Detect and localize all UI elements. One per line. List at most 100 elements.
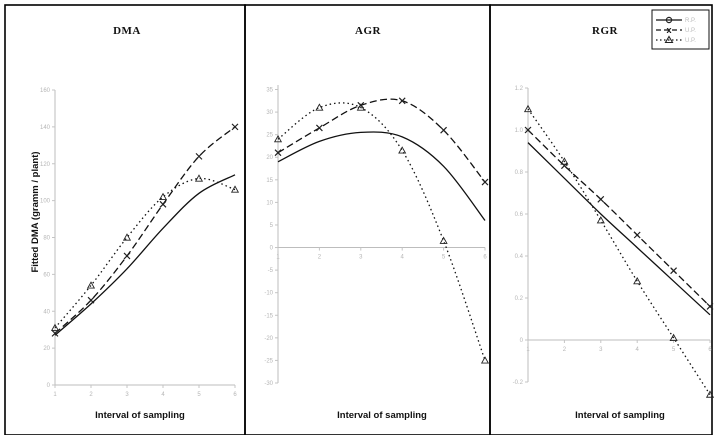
data-point-x-marker	[195, 152, 203, 160]
x-axis-title: Interval of sampling	[95, 410, 185, 421]
data-point-triangle-marker	[439, 236, 448, 244]
panel-agr: AGR Interval of sampling -30 -25 -20 -15 -10 -5…	[244, 4, 491, 435]
data-point-triangle-marker	[523, 104, 533, 113]
x-tick-label: 6	[233, 392, 237, 398]
y-tick-label: 0.2	[515, 296, 524, 302]
y-tick-label: 120	[40, 162, 51, 168]
y-tick-label: 1.0	[515, 128, 524, 134]
series-line-dashed	[527, 129, 711, 307]
y-tick-label: 100	[40, 199, 51, 205]
x-tick-label: 6	[483, 255, 487, 261]
y-tick-label: 1.2	[515, 86, 524, 92]
data-point-x-marker	[87, 296, 95, 304]
data-point-triangle-marker	[633, 276, 642, 285]
data-point-x-marker	[670, 267, 678, 275]
y-tick-label: -20	[264, 336, 273, 342]
series-line-dotted	[54, 177, 236, 329]
series-line-solid	[54, 174, 236, 336]
x-tick-label: 3	[599, 347, 603, 353]
data-point-triangle-marker	[230, 185, 240, 193]
data-point-triangle-marker	[315, 103, 324, 111]
data-point-triangle-marker	[273, 134, 283, 143]
data-point-x-marker	[159, 200, 167, 208]
x-tick-label: 4	[161, 392, 165, 398]
legend-label-1: R.P.	[685, 18, 696, 24]
y-tick-label: 10	[266, 200, 273, 206]
data-point-x-marker	[231, 123, 239, 131]
y-tick-label: 0	[270, 246, 274, 252]
panel-title: AGR	[355, 25, 382, 37]
x-tick-label: 3	[125, 392, 129, 398]
y-tick-label: 0	[47, 383, 51, 389]
panel-frame	[4, 4, 246, 435]
panel-frame	[489, 4, 713, 435]
x-axis-title: Interval of sampling	[337, 410, 427, 421]
series-line-dotted	[527, 108, 711, 395]
legend-triangle-marker	[664, 35, 674, 44]
x-tick-label: 2	[563, 347, 567, 353]
y-tick-label: -25	[264, 358, 273, 364]
data-point-x-marker	[597, 195, 605, 203]
data-point-triangle-marker	[596, 216, 605, 224]
y-tick-label: 30	[266, 110, 273, 116]
data-point-x-marker	[440, 126, 448, 134]
panel-title: DMA	[113, 25, 141, 37]
y-tick-label: 0.8	[515, 170, 524, 176]
data-point-triangle-marker	[50, 323, 60, 331]
y-tick-label: 35	[266, 88, 273, 94]
legend-circle-marker	[665, 16, 673, 24]
legend-label-2: U.P.	[685, 28, 696, 34]
y-tick-label: 160	[40, 88, 51, 94]
y-tick-label: 25	[266, 133, 273, 139]
panel-frame	[244, 4, 491, 435]
x-tick-label: 2	[89, 392, 93, 398]
x-tick-label: 1	[276, 255, 280, 261]
data-point-triangle-marker	[480, 356, 490, 364]
legend: R.P. x U.P. U.P.	[651, 9, 710, 50]
y-tick-label: -30	[264, 381, 273, 387]
data-point-triangle-marker	[194, 174, 204, 182]
x-tick-label: 5	[442, 255, 446, 261]
data-point-x-marker	[706, 302, 714, 310]
y-axis-title: Fitted DMA (gramm / plant)	[30, 151, 41, 272]
x-tick-label: 2	[318, 255, 322, 261]
x-tick-label: 1	[526, 347, 530, 353]
x-axis-title: Interval of sampling	[575, 410, 665, 421]
series-line-dashed	[277, 98, 486, 183]
y-tick-label: -10	[264, 291, 273, 297]
x-tick-label: 3	[359, 255, 363, 261]
y-tick-label: 15	[266, 178, 273, 184]
series-line-solid	[527, 142, 711, 316]
x-tick-label: 5	[197, 392, 201, 398]
data-point-triangle-marker	[122, 233, 132, 241]
data-point-x-marker	[274, 149, 282, 157]
data-point-triangle-marker	[356, 103, 365, 111]
x-tick-label: 4	[401, 255, 405, 261]
y-tick-label: 20	[266, 155, 273, 161]
data-point-triangle-marker	[705, 390, 715, 398]
y-tick-label: 80	[43, 236, 50, 242]
y-tick-label: 60	[43, 272, 50, 278]
series-line-solid	[277, 131, 486, 221]
data-point-x-marker	[398, 97, 406, 105]
data-point-x-marker	[633, 231, 641, 239]
data-point-triangle-marker	[560, 157, 569, 165]
y-tick-label: 0.6	[515, 212, 524, 218]
x-tick-label: 4	[636, 347, 640, 353]
legend-label-3: U.P.	[685, 38, 696, 44]
y-tick-label: 40	[43, 309, 50, 315]
data-point-triangle-marker	[158, 192, 168, 201]
data-point-triangle-marker	[86, 281, 96, 289]
data-point-x-marker	[524, 126, 532, 134]
panel-rgr: RGR Interval of sampling -0.2 0 0.2 0.4 0.6 0.8…	[489, 4, 715, 435]
x-tick-label: 5	[672, 347, 676, 353]
y-tick-label: 0	[520, 338, 524, 344]
x-tick-label: 6	[708, 347, 712, 353]
panel-title: RGR	[592, 25, 619, 37]
y-tick-label: 5	[270, 223, 274, 229]
data-point-x-marker	[51, 329, 59, 337]
data-point-x-marker	[481, 178, 489, 186]
x-tick-label: 1	[53, 392, 57, 398]
